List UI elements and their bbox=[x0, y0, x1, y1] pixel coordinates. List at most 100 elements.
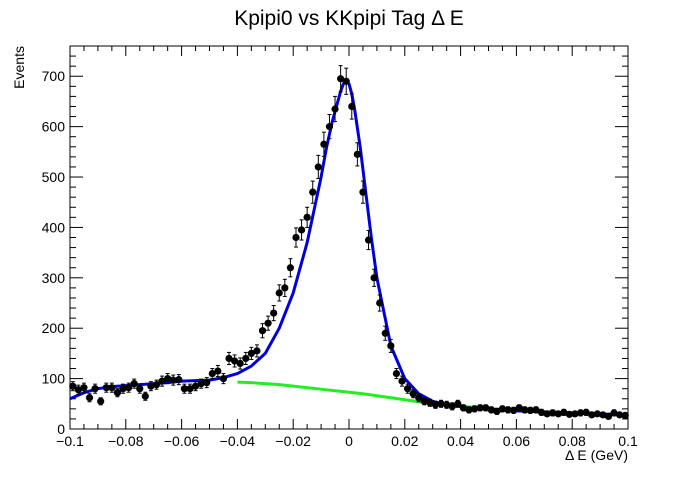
data-point bbox=[610, 409, 618, 417]
data-point bbox=[231, 357, 239, 365]
y-tick-label: 200 bbox=[42, 320, 66, 336]
data-point bbox=[314, 163, 322, 171]
data-point bbox=[331, 105, 339, 113]
y-tick-label: 300 bbox=[42, 270, 66, 286]
data-point bbox=[426, 399, 434, 407]
data-point bbox=[381, 329, 389, 337]
data-point bbox=[197, 380, 205, 388]
data-point bbox=[175, 376, 183, 384]
data-point bbox=[147, 382, 155, 390]
y-axis-label: Events bbox=[11, 46, 27, 89]
data-point bbox=[236, 359, 244, 368]
data-point bbox=[498, 405, 507, 413]
data-point bbox=[376, 299, 384, 307]
data-point bbox=[342, 77, 350, 85]
data-point bbox=[448, 402, 456, 410]
data-point bbox=[292, 233, 300, 242]
x-tick-label: 0.08 bbox=[559, 433, 586, 449]
data-point bbox=[437, 400, 445, 408]
data-point bbox=[398, 377, 406, 385]
data-point bbox=[186, 385, 194, 393]
data-point bbox=[270, 309, 278, 317]
x-tick-label: −0.04 bbox=[220, 433, 256, 449]
x-tick-label: −0.1 bbox=[56, 433, 84, 449]
data-point bbox=[582, 408, 590, 416]
data-point bbox=[549, 409, 557, 417]
data-point bbox=[141, 392, 149, 400]
data-point bbox=[152, 381, 161, 389]
data-point bbox=[85, 394, 94, 402]
data-point bbox=[504, 406, 512, 414]
data-point bbox=[482, 404, 490, 412]
data-point bbox=[337, 75, 345, 83]
data-point bbox=[604, 412, 613, 421]
data-point bbox=[225, 354, 233, 363]
data-point bbox=[526, 406, 534, 414]
x-tick-label: 0.02 bbox=[391, 433, 418, 449]
data-point bbox=[621, 411, 629, 419]
data-point bbox=[281, 284, 289, 292]
data-point bbox=[113, 389, 122, 397]
data-point bbox=[74, 386, 82, 394]
data-point bbox=[348, 102, 356, 111]
data-point bbox=[571, 410, 579, 418]
data-point bbox=[588, 411, 596, 419]
data-point bbox=[353, 150, 361, 158]
data-point bbox=[180, 385, 188, 393]
x-axis-label: Δ E (GeV) bbox=[565, 447, 628, 463]
y-axis: 0 100 200 300 400 500 600 700 bbox=[42, 45, 628, 437]
fit-curve-1 bbox=[69, 79, 629, 417]
data-point bbox=[108, 384, 116, 392]
data-point bbox=[521, 406, 529, 414]
x-tick-label: −0.08 bbox=[108, 433, 144, 449]
data-point bbox=[543, 410, 551, 418]
data-point bbox=[253, 347, 261, 355]
data-point bbox=[275, 289, 283, 297]
data-point bbox=[510, 406, 518, 414]
data-point bbox=[69, 382, 77, 390]
y-tick-label: 700 bbox=[42, 68, 66, 84]
x-tick-label: 0 bbox=[345, 433, 353, 449]
data-point bbox=[443, 401, 451, 409]
data-point bbox=[124, 384, 133, 392]
x-tick-label: 0.06 bbox=[503, 433, 530, 449]
data-point bbox=[320, 140, 328, 148]
data-point bbox=[258, 327, 267, 335]
chart-title: Kpipi0 vs KKpipi Tag Δ E bbox=[234, 7, 464, 30]
data-point bbox=[158, 377, 166, 385]
data-point bbox=[420, 397, 428, 405]
plot-frame bbox=[69, 45, 629, 430]
data-point bbox=[465, 406, 473, 414]
x-tick-label: −0.02 bbox=[275, 433, 311, 449]
data-point bbox=[80, 384, 88, 392]
data-point bbox=[297, 226, 306, 234]
data-point bbox=[102, 384, 110, 392]
data-point bbox=[309, 188, 317, 196]
data-point bbox=[242, 354, 250, 363]
data-point bbox=[476, 404, 484, 412]
y-tick-label: 0 bbox=[57, 421, 65, 437]
y-tick-label: 500 bbox=[42, 169, 66, 185]
x-tick-label: 0.1 bbox=[618, 433, 638, 449]
data-point bbox=[560, 408, 568, 416]
data-point bbox=[191, 382, 200, 390]
y-tick-label: 600 bbox=[42, 119, 66, 135]
data-point bbox=[219, 375, 228, 383]
data-point bbox=[454, 400, 462, 408]
data-point bbox=[303, 213, 311, 221]
x-axis: −0.1 −0.08 −0.06 −0.04 −0.02 0 0.02 0.04 0.06 0.0… bbox=[56, 46, 638, 449]
data-point bbox=[359, 188, 367, 196]
data-point bbox=[136, 385, 144, 393]
data-point bbox=[616, 411, 624, 419]
data-point bbox=[599, 411, 607, 419]
data-point bbox=[387, 342, 395, 350]
data-point bbox=[130, 380, 138, 388]
data-point bbox=[392, 369, 401, 378]
data-point bbox=[487, 406, 495, 414]
data-point bbox=[459, 404, 467, 412]
data-point bbox=[532, 406, 540, 414]
data-point bbox=[247, 349, 255, 358]
data-point bbox=[515, 404, 523, 412]
data-point bbox=[325, 123, 334, 131]
